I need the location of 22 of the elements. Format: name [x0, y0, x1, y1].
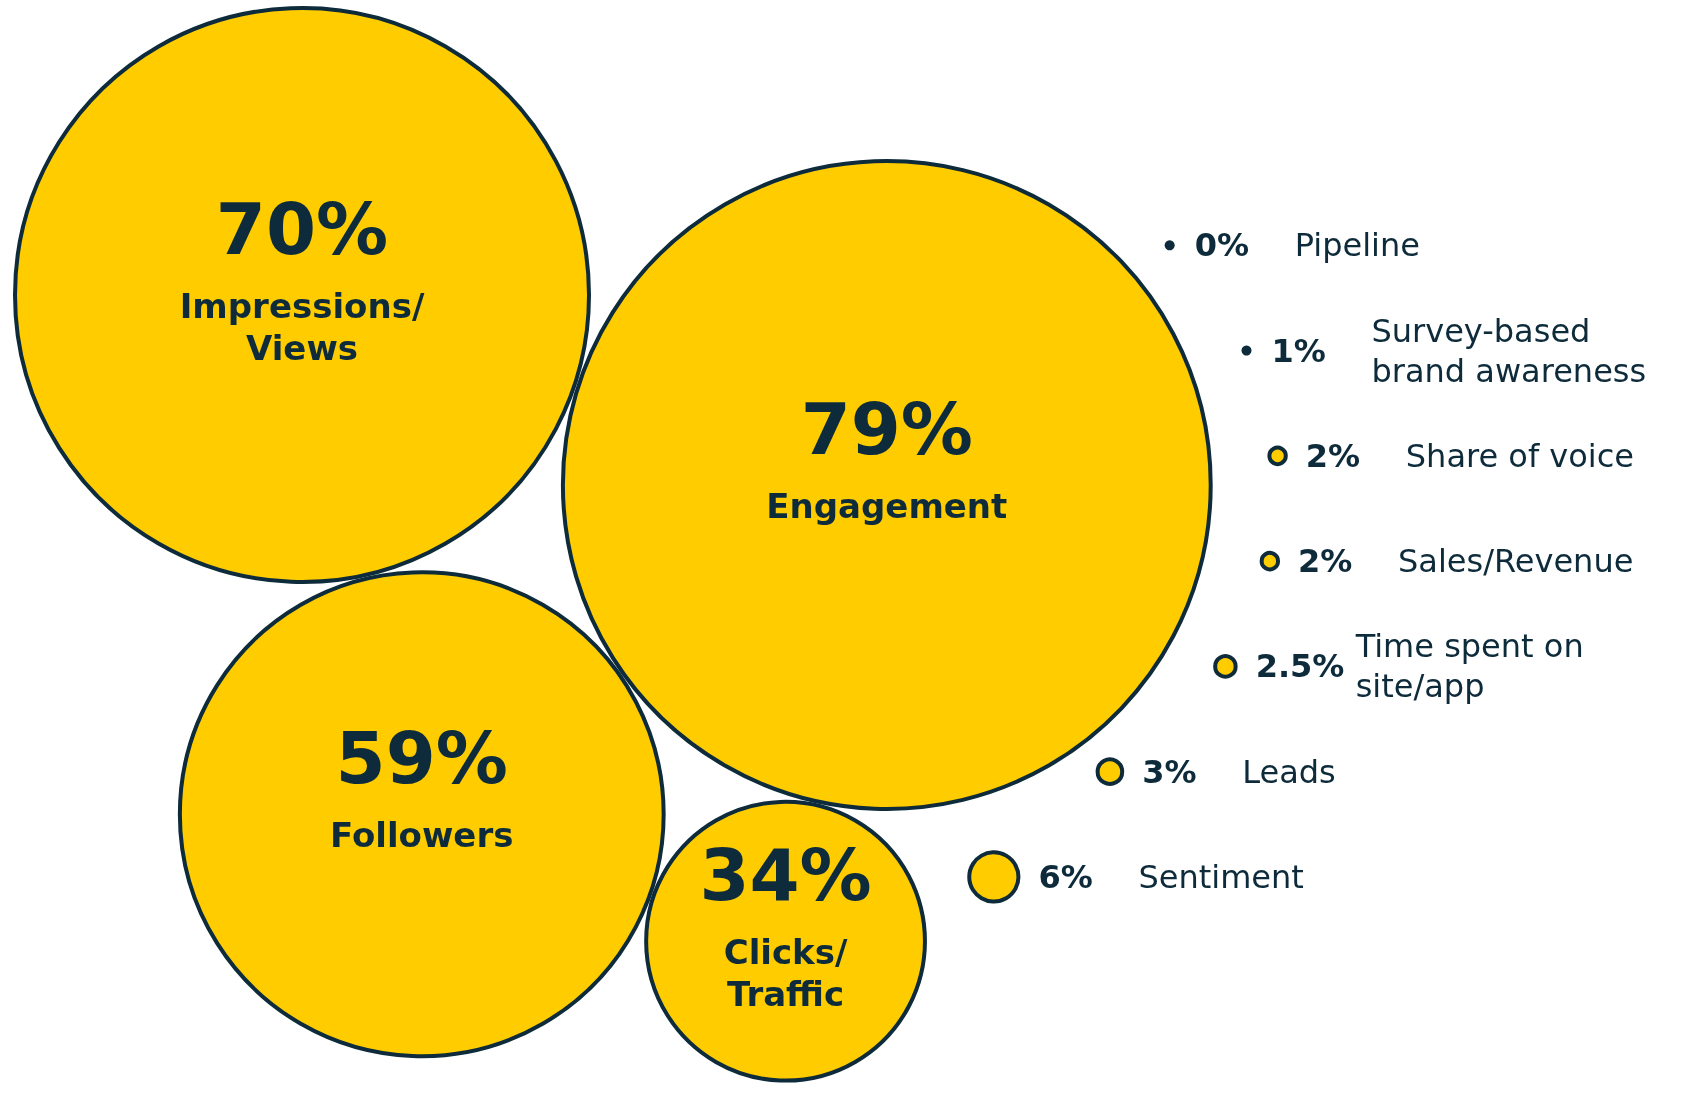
- category-label: Time spent on site/app: [1354, 627, 1584, 706]
- category-label: Impressions/ Views: [179, 286, 425, 368]
- data-label: 2%: [1305, 436, 1361, 475]
- data-label: 2%: [1298, 542, 1353, 581]
- data-label: 79%: [800, 387, 973, 472]
- category-label: Engagement: [766, 486, 1008, 527]
- data-label: 3%: [1142, 752, 1197, 791]
- category-label: Sentiment: [1138, 857, 1304, 896]
- category-label: Followers: [330, 815, 514, 856]
- category-label: Sales/Revenue: [1398, 542, 1634, 581]
- data-label: 70%: [215, 187, 389, 271]
- data-label: 34%: [699, 833, 872, 918]
- data-label: 6%: [1038, 857, 1093, 896]
- data-label: 1%: [1271, 331, 1326, 370]
- category-label: Clicks/ Traffic: [723, 932, 848, 1015]
- category-label: Survey-based brand awareness: [1371, 311, 1647, 390]
- category-label: Share of voice: [1405, 436, 1635, 475]
- category-label: Pipeline: [1294, 226, 1420, 265]
- data-label: 2.5%: [1255, 647, 1345, 686]
- data-label: 0%: [1194, 226, 1249, 265]
- data-label: 59%: [335, 716, 508, 801]
- category-label: Leads: [1242, 752, 1336, 791]
